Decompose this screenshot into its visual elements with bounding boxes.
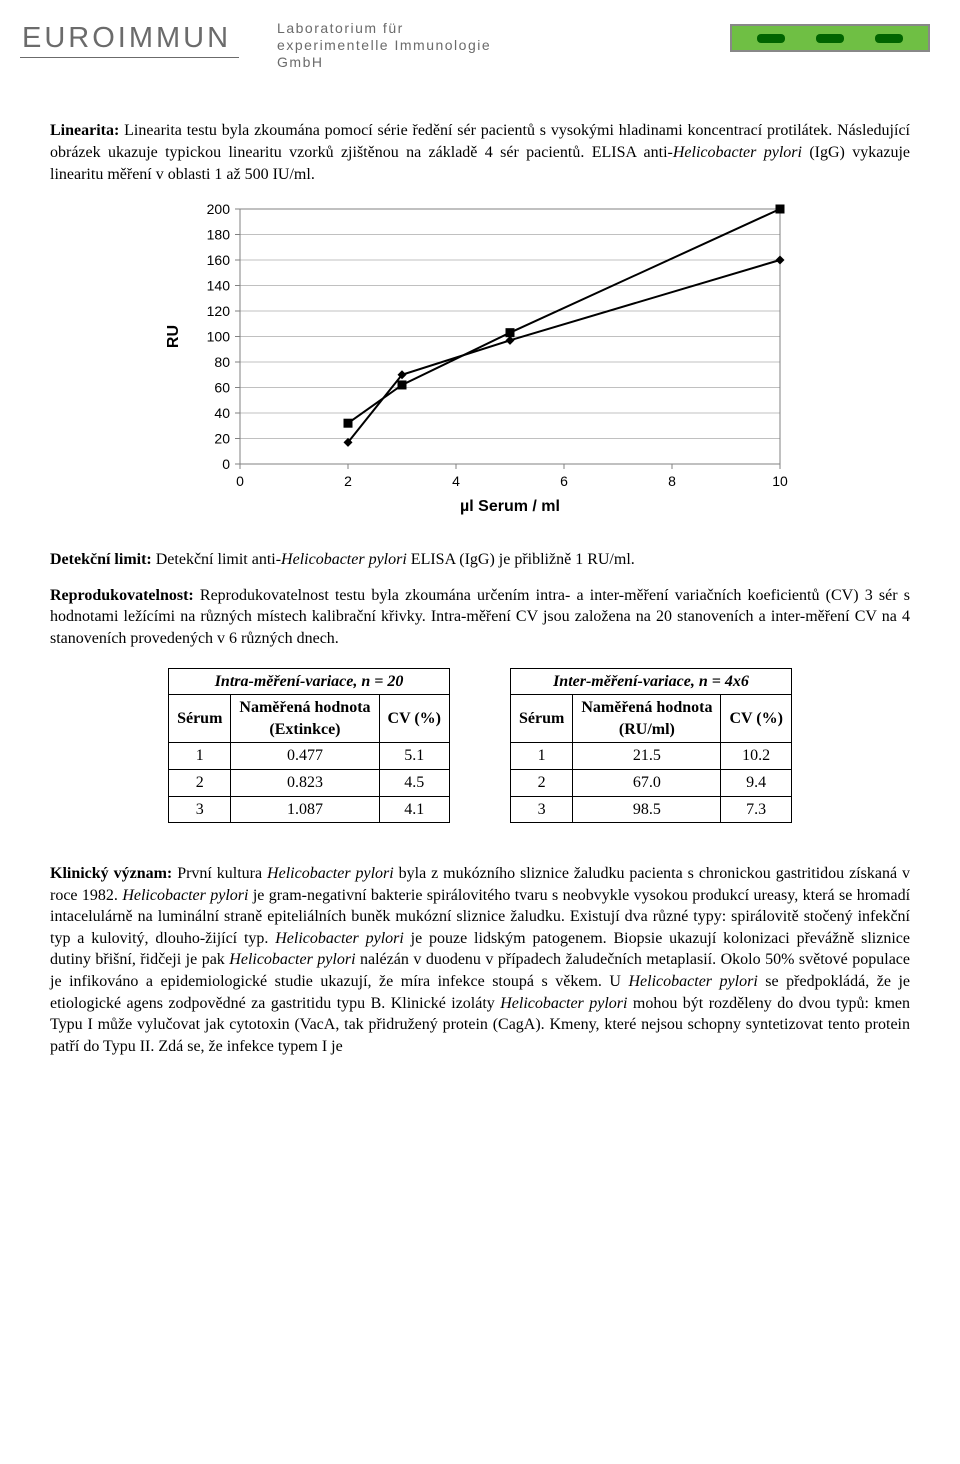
svg-text:200: 200 [207,201,231,217]
intra-table: Intra-měření-variace, n = 20 Sérum Naměř… [168,668,450,824]
table-cell: 2 [169,769,231,796]
page-header: EUROIMMUN Laboratorium für experimentell… [0,0,960,80]
detekcni-text-1: Detekční limit anti- [152,551,281,568]
intra-col-value-b: (Extinkce) [269,721,340,738]
klinicky-label: Klinický význam: [50,865,172,882]
brand-color-strip [730,24,930,52]
lab-line-2: experimentelle Immunologie [277,37,730,54]
reprod-label: Reprodukovatelnost: [50,587,194,604]
linearita-paragraph: Linearita: Linearita testu byla zkoumána… [50,120,910,185]
table-cell: 98.5 [573,796,721,823]
linearita-label: Linearita: [50,122,119,139]
intra-col-value-a: Naměřená hodnota [239,699,370,716]
intra-col-cv: CV (%) [379,695,449,743]
kl-i5: Helicobacter pylori [629,973,758,990]
inter-col-value: Naměřená hodnota (RU/ml) [573,695,721,743]
svg-text:40: 40 [214,405,230,421]
reprod-paragraph: Reprodukovatelnost: Reprodukovatelnost t… [50,585,910,650]
kl-i1: Helicobacter pylori [267,865,394,882]
kl-t1: První kultura [172,865,267,882]
inter-col-cv: CV (%) [721,695,791,743]
svg-text:8: 8 [668,473,676,489]
svg-text:0: 0 [222,456,230,472]
kl-i2: Helicobacter pylori [122,887,248,904]
brand-name: EUROIMMUN [20,18,239,58]
strip-dot-icon [816,34,844,43]
chart-svg: 0 20 40 60 80 100 120 140 160 180 200 0 2 4 6 8 10 RU µl S… [160,199,800,519]
svg-text:20: 20 [214,431,230,447]
lab-line-3: GmbH [277,54,730,71]
table-row: 31.0874.1 [169,796,450,823]
inter-table-title: Inter-měření-variace, n = 4x6 [511,668,792,695]
svg-text:6: 6 [560,473,568,489]
detekcni-label: Detekční limit: [50,551,152,568]
table-cell: 0.477 [231,743,379,770]
table-cell: 5.1 [379,743,449,770]
inter-col-serum: Sérum [511,695,573,743]
page-content: Linearita: Linearita testu byla zkoumána… [0,80,960,1101]
svg-text:4: 4 [452,473,460,489]
table-cell: 7.3 [721,796,791,823]
table-cell: 21.5 [573,743,721,770]
svg-text:2: 2 [344,473,352,489]
table-row: 398.57.3 [511,796,792,823]
strip-dot-icon [757,34,785,43]
table-cell: 4.5 [379,769,449,796]
linearita-italic-1: Helicobacter pylori [673,144,802,161]
linearity-chart: 0 20 40 60 80 100 120 140 160 180 200 0 2 4 6 8 10 RU µl S… [160,199,800,519]
detekcni-text-2: ELISA (IgG) je přibližně 1 RU/ml. [407,551,635,568]
kl-i3: Helicobacter pylori [275,930,404,947]
table-cell: 1 [169,743,231,770]
table-cell: 10.2 [721,743,791,770]
lab-subtitle: Laboratorium für experimentelle Immunolo… [277,20,730,70]
svg-text:80: 80 [214,354,230,370]
strip-dot-icon [875,34,903,43]
table-row: 20.8234.5 [169,769,450,796]
svg-text:140: 140 [207,278,231,294]
inter-col-value-a: Naměřená hodnota [581,699,712,716]
table-cell: 0.823 [231,769,379,796]
svg-text:180: 180 [207,227,231,243]
svg-text:160: 160 [207,252,231,268]
table-cell: 67.0 [573,769,721,796]
kl-i4: Helicobacter pylori [229,951,355,968]
detekcni-italic-1: Helicobacter pylori [281,551,407,568]
svg-text:µl Serum / ml: µl Serum / ml [460,498,560,515]
intra-col-serum: Sérum [169,695,231,743]
table-cell: 1.087 [231,796,379,823]
svg-text:120: 120 [207,303,231,319]
table-cell: 3 [169,796,231,823]
detekcni-paragraph: Detekční limit: Detekční limit anti-Heli… [50,549,910,571]
inter-table: Inter-měření-variace, n = 4x6 Sérum Namě… [510,668,792,824]
kl-i6: Helicobacter pylori [500,995,627,1012]
table-row: 267.09.4 [511,769,792,796]
table-cell: 2 [511,769,573,796]
inter-col-value-b: (RU/ml) [619,721,675,738]
intra-col-value: Naměřená hodnota (Extinkce) [231,695,379,743]
svg-text:0: 0 [236,473,244,489]
svg-text:100: 100 [207,329,231,345]
table-cell: 3 [511,796,573,823]
lab-line-1: Laboratorium für [277,20,730,37]
tables-row: Intra-měření-variace, n = 20 Sérum Naměř… [50,668,910,824]
table-cell: 4.1 [379,796,449,823]
intra-table-title: Intra-měření-variace, n = 20 [169,668,450,695]
table-row: 10.4775.1 [169,743,450,770]
svg-text:60: 60 [214,380,230,396]
klinicky-paragraph: Klinický význam: První kultura Helicobac… [50,863,910,1057]
svg-text:10: 10 [772,473,788,489]
table-row: 121.510.2 [511,743,792,770]
table-cell: 9.4 [721,769,791,796]
svg-text:RU: RU [165,325,182,348]
table-cell: 1 [511,743,573,770]
